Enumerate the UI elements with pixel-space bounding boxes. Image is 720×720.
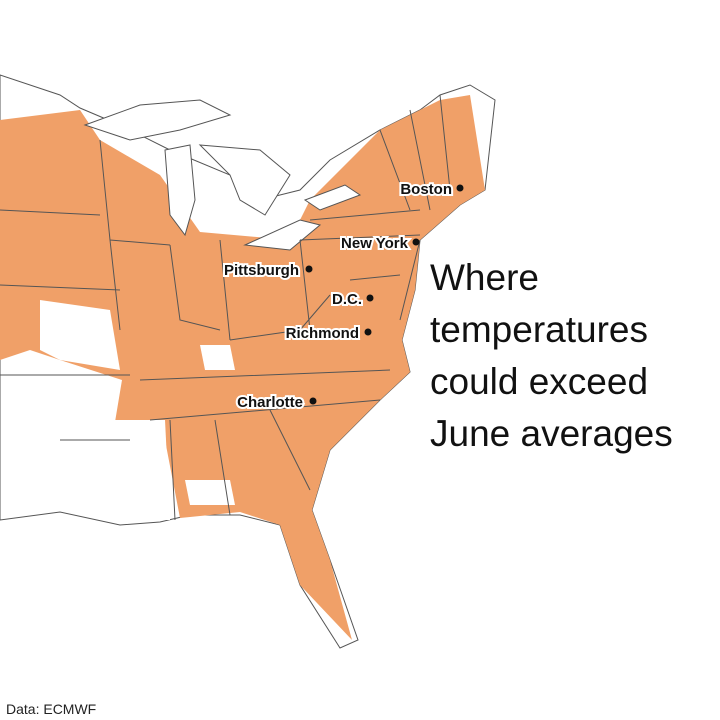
city-dot xyxy=(309,397,317,405)
city-dot xyxy=(305,265,313,273)
city-dot xyxy=(364,328,372,336)
lake xyxy=(83,99,232,141)
land xyxy=(0,74,496,649)
source: Data: ECMWF xyxy=(6,701,96,717)
heat-area xyxy=(0,95,485,640)
no-heat-patch xyxy=(200,345,235,370)
title-line: Where xyxy=(430,257,539,298)
city-label: New York xyxy=(341,235,409,252)
no-heat-patch xyxy=(110,420,170,520)
no-heat-patch xyxy=(40,300,120,370)
state-borders xyxy=(0,94,451,521)
city-label: Richmond xyxy=(286,325,359,342)
lake xyxy=(198,144,291,216)
title: Where temperatures could exceed June ave… xyxy=(430,257,673,454)
city-label: Charlotte xyxy=(237,394,303,411)
city-label: D.C. xyxy=(332,291,362,308)
lake xyxy=(243,219,322,251)
city-dot xyxy=(456,184,464,192)
no-heat-patch xyxy=(185,480,235,505)
lake xyxy=(164,144,196,237)
lake xyxy=(303,184,362,211)
title-line: could exceed xyxy=(430,361,648,402)
city-dot xyxy=(366,294,374,302)
title-line: temperatures xyxy=(430,309,648,350)
title-line: June averages xyxy=(430,413,673,454)
city-label: Pittsburgh xyxy=(224,262,299,279)
cities: Boston New York Pittsburgh D.C. Richmond… xyxy=(222,179,464,413)
city-dot xyxy=(412,238,420,246)
city-label: Boston xyxy=(400,181,452,198)
